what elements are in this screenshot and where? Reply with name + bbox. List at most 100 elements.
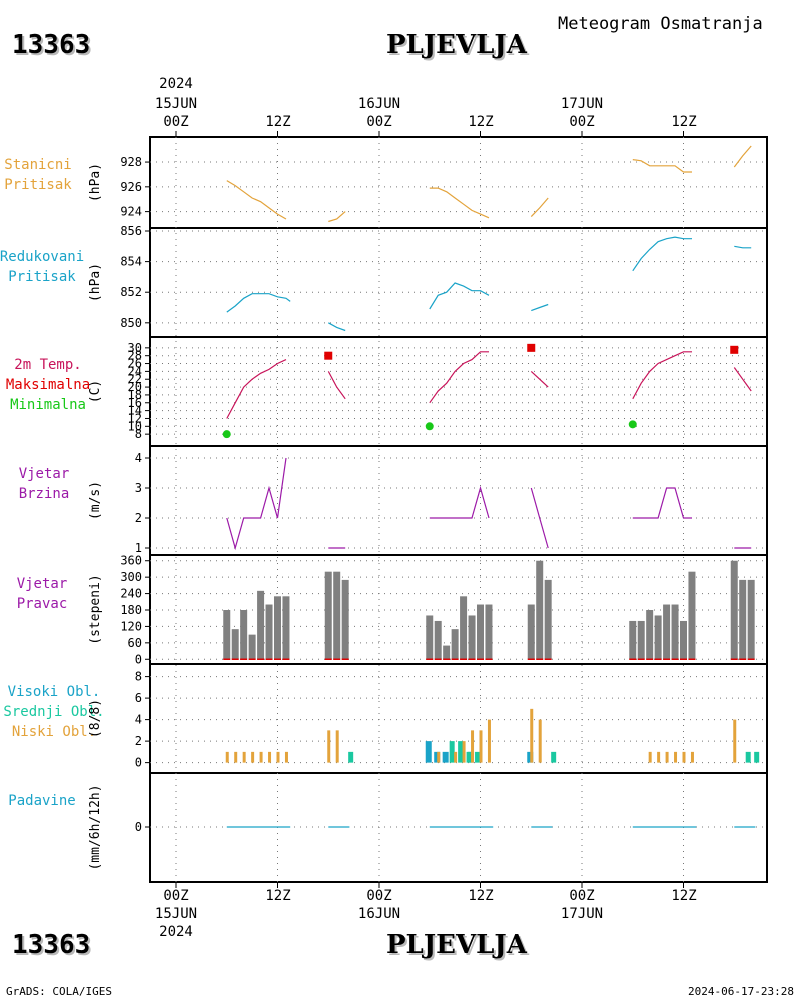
cloud-bar <box>242 751 246 763</box>
cloud-bar <box>551 751 557 763</box>
label-clouds-line1: Visoki Obl. <box>7 684 101 700</box>
cloud-bar <box>251 751 255 763</box>
cloud-bar <box>682 751 686 763</box>
wind-direction-bar <box>248 634 256 660</box>
bottom-time-12z-2: 12Z <box>468 888 494 904</box>
cloud-bar <box>745 751 751 763</box>
cloud-bar <box>348 751 354 763</box>
cloud-bar <box>754 751 760 763</box>
label-wind-speed-line2: Brzina <box>18 486 70 502</box>
wind-direction-bar <box>730 560 738 660</box>
label-clouds-line2: Srednji Obl. <box>3 704 105 720</box>
label-temperature-line2: Maksimalna <box>5 377 91 393</box>
top-time-00z-1: 00Z <box>163 114 189 130</box>
top-date-15jun: 15JUN <box>154 96 198 112</box>
wind-direction-bar <box>231 629 239 660</box>
bottom-date-17jun: 17JUN <box>560 906 604 922</box>
label-station-pressure: Stanicni Pritisak <box>0 155 98 195</box>
wind-direction-bar <box>333 571 341 660</box>
reduced-pressure-line <box>734 245 752 249</box>
cloud-bar <box>648 751 652 763</box>
station-id-bottom: 13363 <box>12 930 91 960</box>
cloud-bar <box>538 719 542 763</box>
cloud-bar <box>225 751 229 763</box>
station-pressure-line <box>632 159 692 173</box>
y-tick-label: 852 <box>120 285 142 299</box>
wind-speed-line <box>226 457 287 551</box>
y-unit-label: (mm/6h/12h) <box>88 784 103 870</box>
reduced-pressure-line <box>632 236 692 272</box>
top-time-12z-3: 12Z <box>671 114 697 130</box>
min-temp-marker <box>222 430 231 439</box>
label-reduced-pressure: Redukovani Pritisak <box>0 247 102 287</box>
y-tick-label: 26 <box>128 357 142 371</box>
bottom-time-12z-3: 12Z <box>671 888 697 904</box>
bottom-year-label: 2024 <box>159 924 193 940</box>
plot-frame <box>149 136 768 883</box>
y-tick-label: 0 <box>135 756 142 770</box>
bottom-time-12z-1: 12Z <box>265 888 291 904</box>
station-name-bottom: PLJEVLJA <box>386 930 527 960</box>
station-pressure-line <box>429 187 490 219</box>
y-tick-label: 300 <box>120 570 142 584</box>
cloud-bar <box>690 751 694 763</box>
wind-direction-bar <box>223 610 231 660</box>
chart-subtitle: Meteogram Osmatranja <box>558 14 763 34</box>
temperature-line <box>327 371 346 400</box>
wind-direction-bar <box>646 610 654 660</box>
cloud-bar <box>442 751 449 763</box>
y-tick-label: 4 <box>135 713 142 727</box>
label-wind-direction: Vjetar Pravac <box>0 574 102 614</box>
label-reduced-pressure-line2: Pritisak <box>8 269 76 285</box>
cloud-bar <box>268 751 272 763</box>
bottom-date-15jun: 15JUN <box>154 906 198 922</box>
wind-direction-bar <box>460 596 468 660</box>
y-tick-label: 18 <box>128 388 142 402</box>
label-precipitation-line1: Padavine <box>8 793 76 809</box>
label-temperature-line1: 2m Temp. <box>14 357 82 373</box>
cloud-bar <box>530 708 534 763</box>
y-tick-label: 4 <box>135 451 142 465</box>
wind-speed-line <box>530 487 549 549</box>
cloud-bar <box>674 751 678 763</box>
station-pressure-line <box>226 180 287 220</box>
cloud-bar <box>327 730 331 763</box>
y-tick-label: 854 <box>120 255 142 269</box>
bottom-time-00z-2: 00Z <box>366 888 392 904</box>
station-id: 13363 <box>12 30 91 60</box>
cloud-bar <box>471 730 475 763</box>
wind-direction-bar <box>477 604 484 660</box>
wind-direction-bar <box>443 645 451 660</box>
y-tick-label: 6 <box>135 691 142 705</box>
cloud-bar <box>665 751 669 763</box>
y-tick-label: 928 <box>120 155 142 169</box>
y-tick-label: 850 <box>120 316 142 330</box>
wind-direction-bar <box>637 620 645 660</box>
footer-timestamp: 2024-06-17-23:28 <box>688 985 794 998</box>
cloud-bar <box>425 741 432 763</box>
wind-direction-bar <box>747 579 755 660</box>
y-tick-label: 2 <box>135 511 142 525</box>
y-tick-label: 20 <box>128 380 142 394</box>
reduced-pressure-line <box>531 303 549 312</box>
wind-speed-line <box>632 487 692 519</box>
max-temp-marker <box>527 343 536 352</box>
y-tick-label: 8 <box>135 427 142 441</box>
cloud-bar <box>437 751 441 763</box>
label-wind-direction-line2: Pravac <box>16 596 68 612</box>
cloud-bar <box>487 719 491 763</box>
top-time-12z-1: 12Z <box>265 114 291 130</box>
y-tick-label: 0 <box>135 820 142 834</box>
y-tick-label: 180 <box>120 603 142 617</box>
wind-direction-bar <box>544 579 552 660</box>
top-time-00z-2: 00Z <box>366 114 392 130</box>
wind-direction-bar <box>426 615 434 660</box>
label-wind-direction-line1: Vjetar <box>16 576 68 592</box>
wind-speed-line <box>429 485 490 519</box>
top-date-17jun: 17JUN <box>560 96 604 112</box>
y-tick-label: 10 <box>128 419 142 433</box>
y-unit-label: (stepeni) <box>88 574 103 644</box>
top-year-label: 2024 <box>159 76 193 92</box>
y-tick-label: 924 <box>120 205 142 219</box>
